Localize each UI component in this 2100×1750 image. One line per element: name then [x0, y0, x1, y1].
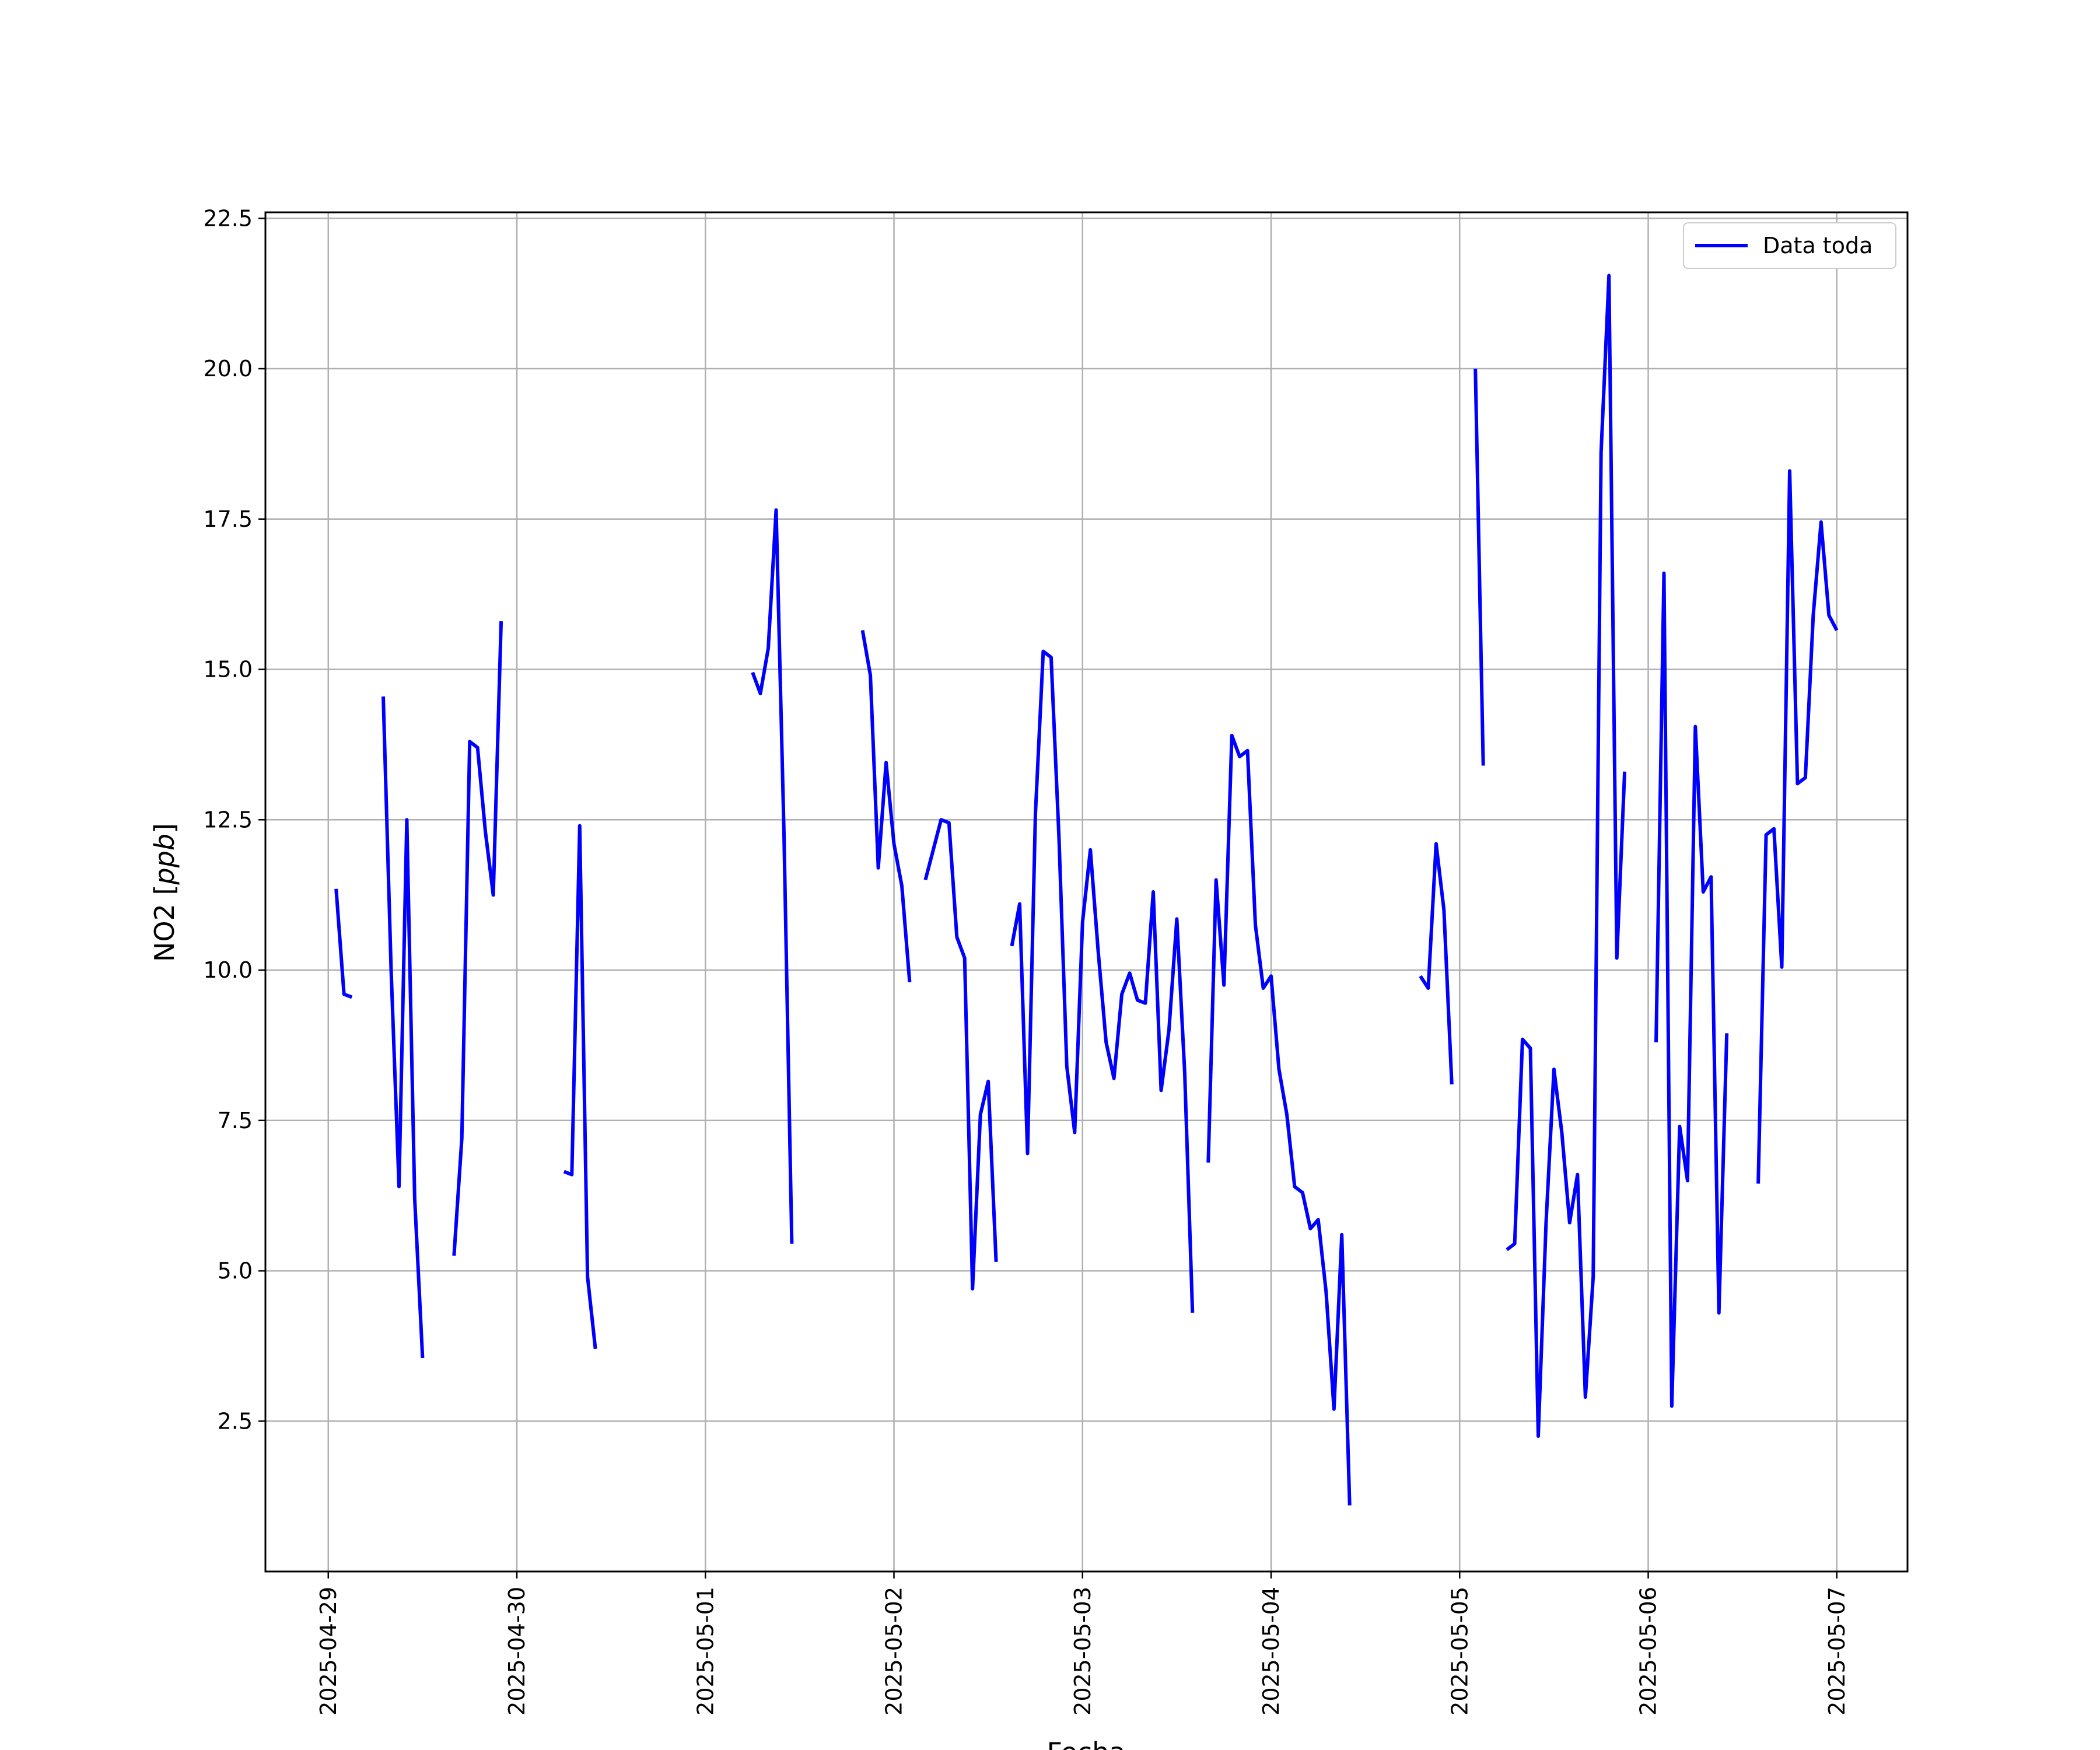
y-axis-label-text: NO2 [ — [149, 885, 180, 962]
y-tick-label: 2.5 — [218, 1408, 253, 1434]
series-line-segment — [1654, 571, 1729, 1408]
x-tick-label: 2025-05-03 — [1070, 1587, 1096, 1716]
y-tick-label: 10.0 — [203, 957, 253, 983]
series-line-segment — [382, 696, 425, 1359]
y-axis-label-unit: ppb — [149, 834, 180, 886]
series-line-segment — [1474, 369, 1485, 766]
series-line-segment — [563, 824, 597, 1349]
series-line-segment — [1206, 733, 1352, 1506]
y-tick-label: 20.0 — [203, 356, 253, 382]
legend-label: Data toda — [1763, 233, 1873, 258]
plot-frame — [264, 211, 1909, 1573]
series-line-segment — [923, 818, 998, 1291]
y-tick-label: 5.0 — [218, 1258, 253, 1284]
x-tick-label: 2025-05-02 — [881, 1587, 907, 1716]
x-tick-label: 2025-05-04 — [1258, 1587, 1284, 1716]
series-line-segment — [1756, 469, 1839, 1184]
x-tick-label: 2025-04-29 — [316, 1587, 341, 1716]
x-tick-label: 2025-05-05 — [1447, 1587, 1472, 1716]
series-data-toda — [334, 274, 1839, 1506]
x-tick-label: 2025-05-01 — [692, 1587, 718, 1716]
series-line-segment — [751, 508, 794, 1244]
y-tick-label: 15.0 — [203, 657, 253, 682]
series-line-segment — [1506, 274, 1627, 1438]
series-line-segment — [1419, 842, 1454, 1085]
axis-ticks: 2025-04-29 2025-04-30 2025-05-01 2025-05-02… — [203, 205, 1849, 1716]
x-axis-label: Fecha — [1047, 1737, 1126, 1750]
grid-lines — [265, 212, 1908, 1572]
legend-box — [1683, 222, 1896, 269]
series-line-segment — [452, 621, 503, 1256]
y-tick-label: 12.5 — [203, 807, 253, 832]
x-tick-label: 2025-05-06 — [1636, 1587, 1661, 1716]
series-line-segment — [860, 629, 912, 982]
legend: Data toda — [1683, 222, 1896, 269]
x-tick-label: 2025-05-07 — [1824, 1587, 1850, 1716]
y-axis-label: NO2 [ppb] — [149, 823, 180, 962]
y-tick-label: 22.5 — [203, 205, 253, 231]
y-tick-label: 7.5 — [218, 1108, 253, 1133]
x-tick-label: 2025-04-30 — [504, 1587, 530, 1716]
y-tick-label: 17.5 — [203, 506, 253, 532]
series-line-segment — [334, 888, 353, 999]
y-axis-label-close: ] — [149, 823, 180, 834]
series-line-segment — [1010, 649, 1195, 1313]
